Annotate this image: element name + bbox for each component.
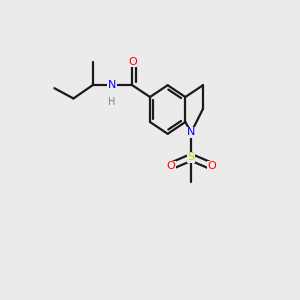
Text: S: S [188, 152, 195, 162]
Text: H: H [108, 97, 116, 107]
Text: O: O [208, 161, 216, 171]
Text: O: O [166, 161, 175, 171]
Text: N: N [187, 127, 195, 137]
Text: O: O [128, 57, 137, 67]
Text: N: N [107, 80, 116, 90]
